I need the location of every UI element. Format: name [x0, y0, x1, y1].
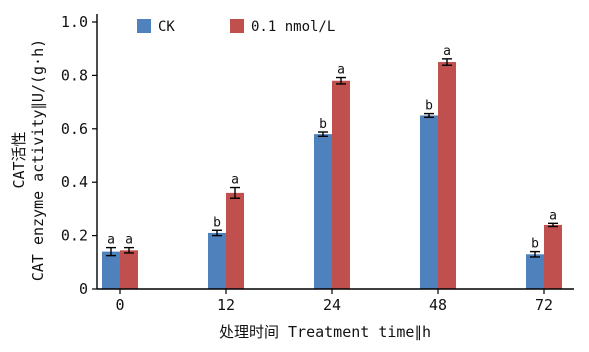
significance-letter: b [425, 99, 433, 114]
x-tick-label: 12 [217, 296, 235, 314]
y-tick-label: 0.6 [61, 120, 88, 138]
y-tick-label: 0.2 [61, 227, 88, 245]
bar-ck-0 [102, 251, 120, 289]
legend-label-ck: CK [158, 19, 175, 35]
bar-ck-48 [420, 115, 438, 289]
significance-letter: a [337, 63, 345, 78]
y-tick-label: 0.8 [61, 66, 88, 84]
significance-letter: a [549, 208, 557, 223]
bar-treatment-12 [226, 192, 244, 289]
legend: CK 0.1 nmol/L [137, 19, 335, 35]
error-bars-layer [106, 58, 558, 258]
ticks-layer: 0 12 24 48 72 0 0.2 0.4 0.6 0.8 1.0 [61, 13, 553, 314]
x-axis-label: 处理时间 Treatment time∥h [219, 323, 431, 341]
x-tick-label: 72 [535, 296, 553, 314]
bar-treatment-72 [544, 224, 562, 289]
bar-treatment-48 [438, 62, 456, 289]
y-axis-label-en: CAT enzyme activity∥U/(g·h) [29, 39, 47, 281]
bar-treatment-24 [332, 80, 350, 290]
significance-letter: b [319, 117, 327, 132]
y-tick-label: 0.4 [61, 173, 88, 191]
legend-label-treatment: 0.1 nmol/L [251, 19, 335, 35]
bar-ck-72 [526, 254, 544, 289]
significance-letter: b [531, 237, 539, 252]
bars-layer [102, 62, 562, 290]
y-tick-label: 1.0 [61, 13, 88, 31]
bar-ck-24 [314, 134, 332, 289]
significance-letter: b [213, 215, 221, 230]
significance-letter: a [125, 233, 133, 248]
significance-letter: a [107, 233, 115, 248]
legend-swatch-treatment [230, 19, 244, 33]
x-tick-label: 0 [115, 296, 124, 314]
significance-letter: a [443, 44, 451, 59]
y-tick-label: 0 [79, 280, 88, 298]
x-tick-label: 48 [429, 296, 447, 314]
bar-treatment-0 [120, 250, 138, 289]
bar-ck-12 [208, 232, 226, 289]
significance-letter: a [231, 173, 239, 188]
axes-layer [96, 14, 574, 290]
x-tick-label: 24 [323, 296, 341, 314]
y-axis-label-cn: CAT活性 [10, 131, 28, 188]
legend-swatch-ck [137, 19, 151, 33]
